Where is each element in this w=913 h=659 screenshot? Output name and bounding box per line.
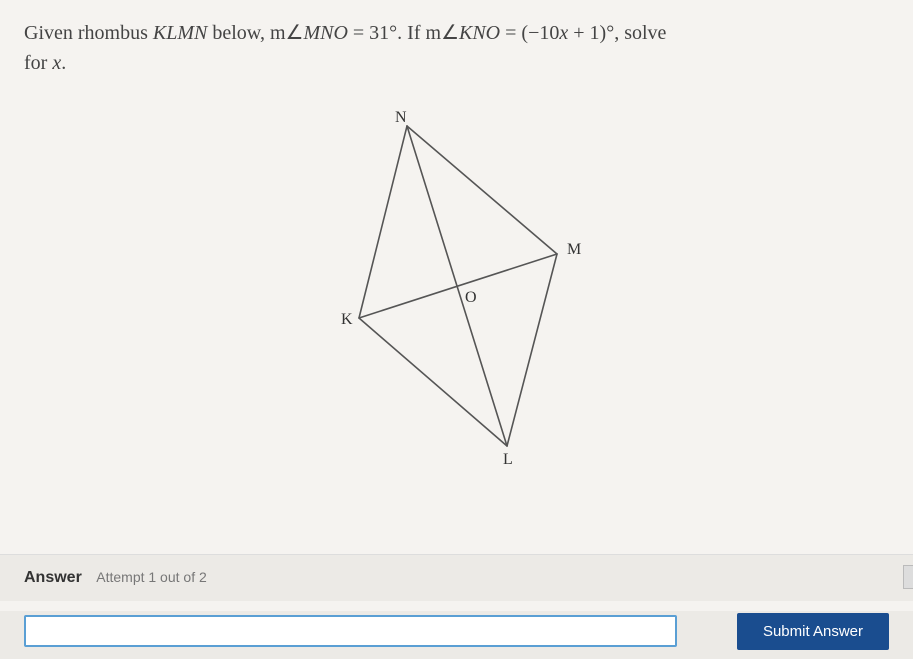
eq1: = xyxy=(348,22,369,44)
rhombus-diagram: N M L K O xyxy=(297,106,617,466)
expr-open: (−10 xyxy=(521,22,559,44)
period2: , solve xyxy=(614,22,666,44)
submit-answer-button[interactable]: Submit Answer xyxy=(737,613,889,650)
svg-text:N: N xyxy=(395,109,407,126)
svg-text:L: L xyxy=(503,451,513,466)
line2-var: x xyxy=(52,52,61,74)
angle-symbol-1: ∠ xyxy=(286,22,304,44)
text-mid1: below, m xyxy=(207,22,285,44)
line2-prefix: for xyxy=(24,52,52,74)
expr-close: + 1)° xyxy=(568,22,614,44)
val1: 31° xyxy=(369,22,397,44)
expr-x: x xyxy=(559,22,568,44)
angle2-name: KNO xyxy=(459,22,500,44)
period1: . If m xyxy=(397,22,441,44)
side-tab-icon[interactable] xyxy=(903,565,913,589)
svg-text:O: O xyxy=(465,289,477,306)
answer-input[interactable] xyxy=(24,615,677,647)
attempt-text: Attempt 1 out of 2 xyxy=(96,569,207,585)
line2-period: . xyxy=(61,52,66,74)
angle1-name: MNO xyxy=(303,22,347,44)
eq2: = xyxy=(500,22,521,44)
angle-symbol-2: ∠ xyxy=(441,22,459,44)
diagram-container: N M L K O xyxy=(0,86,913,486)
svg-text:K: K xyxy=(341,311,353,328)
answer-label: Answer xyxy=(24,569,82,586)
answer-label-row: Answer Attempt 1 out of 2 xyxy=(24,569,207,586)
problem-statement: Given rhombus KLMN below, m∠MNO = 31°. I… xyxy=(0,0,913,86)
bottom-row: Submit Answer xyxy=(0,611,913,659)
answer-bar: Answer Attempt 1 out of 2 xyxy=(0,554,913,601)
rhombus-name: KLMN xyxy=(153,22,207,44)
text-prefix: Given rhombus xyxy=(24,22,153,44)
svg-text:M: M xyxy=(567,241,581,258)
